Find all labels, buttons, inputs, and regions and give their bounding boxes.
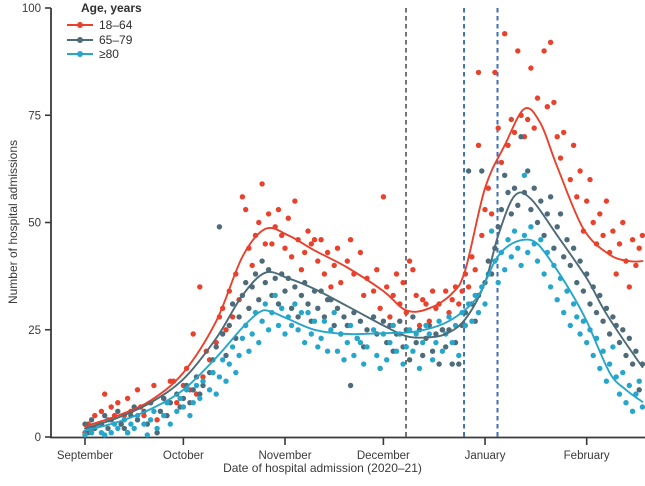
x-tick-label-december: December xyxy=(357,450,410,462)
legend-swatch-18-64-icon xyxy=(67,21,93,29)
legend-label-65-79: 65–79 xyxy=(99,32,133,47)
trend-line-18-64 xyxy=(84,107,644,428)
y-tick-label: 25 xyxy=(28,325,41,337)
axes xyxy=(50,8,645,439)
x-tick-label-february: February xyxy=(564,450,610,462)
y-tick-label: 50 xyxy=(28,218,41,230)
x-tick-label-november: November xyxy=(258,450,311,462)
y-axis-ticks: 0 25 50 75 100 xyxy=(22,3,51,444)
y-tick-label: 100 xyxy=(22,3,41,15)
legend-swatch-65-79-icon xyxy=(67,36,93,44)
legend-title: Age, years xyxy=(81,1,142,15)
scatter-18-64 xyxy=(82,31,645,436)
x-axis-ticks: September October November December January F… xyxy=(57,438,610,462)
scatter-65-79 xyxy=(82,134,645,436)
trend-line-65-79 xyxy=(84,191,644,430)
y-tick-label: 75 xyxy=(28,110,41,122)
y-axis-title: Number of hospital admissions xyxy=(6,139,20,305)
x-tick-label-september: September xyxy=(57,450,113,462)
x-tick-label-october: October xyxy=(163,450,204,462)
legend-item-80plus: ≥80 xyxy=(67,47,142,62)
y-tick-label: 0 xyxy=(35,432,41,444)
legend-label-80plus: ≥80 xyxy=(99,47,119,62)
legend-label-18-64: 18–64 xyxy=(99,18,133,33)
legend: Age, years 18–64 65–79 ≥80 xyxy=(67,1,142,62)
legend-swatch-80plus-icon xyxy=(67,50,93,58)
x-tick-label-january: January xyxy=(465,450,506,462)
legend-item-65-79: 65–79 xyxy=(67,33,142,48)
trend-line--80 xyxy=(84,238,644,432)
legend-item-18-64: 18–64 xyxy=(67,18,142,33)
x-axis-title: Date of hospital admission (2020–21) xyxy=(223,461,422,475)
